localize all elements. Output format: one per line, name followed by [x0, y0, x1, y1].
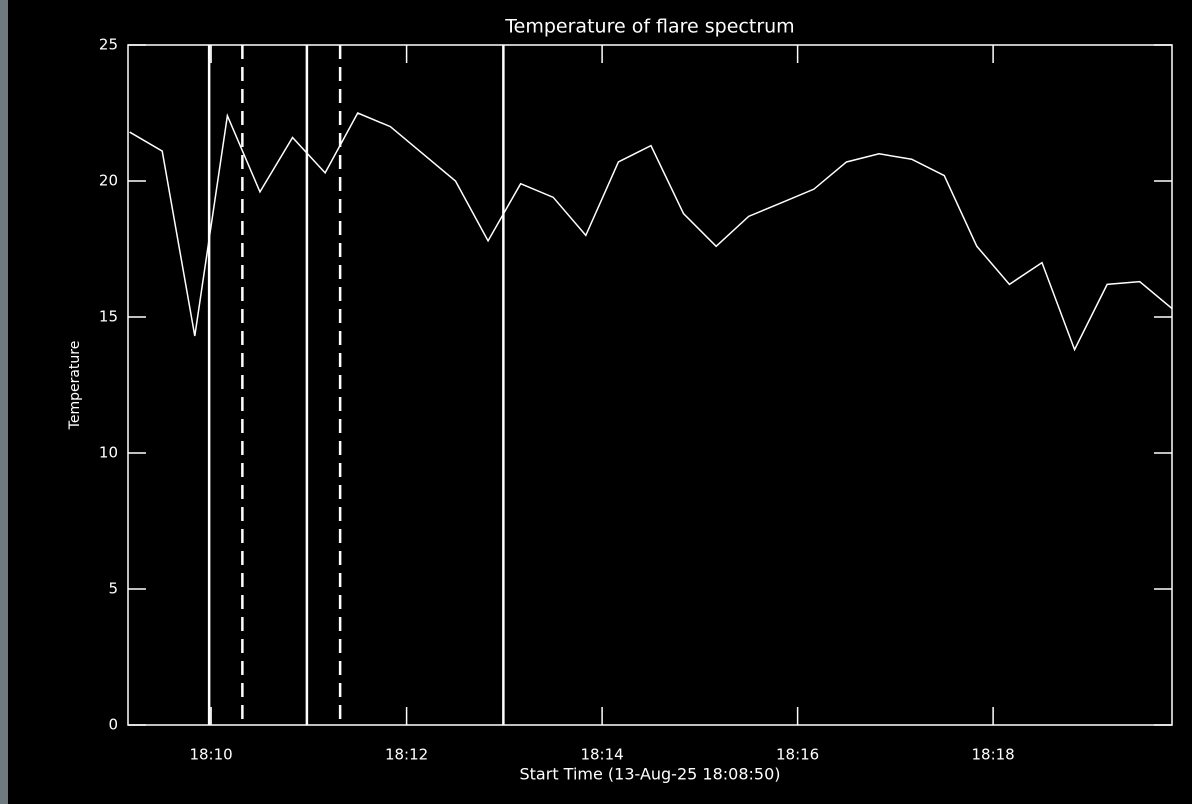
chart-title: Temperature of flare spectrum	[504, 16, 794, 38]
y-axis-label: Temperature	[67, 341, 83, 431]
plot-frame	[127, 44, 1173, 726]
x-tick-label: 18:12	[385, 746, 428, 764]
y-tick-label: 25	[99, 36, 118, 54]
y-tick-label: 10	[99, 444, 118, 462]
y-tick-label: 20	[99, 172, 118, 190]
x-tick-label: 18:16	[776, 746, 819, 764]
y-tick-label: 5	[108, 580, 118, 598]
x-tick-label: 18:18	[971, 746, 1014, 764]
x-axis-label: Start Time (13-Aug-25 18:08:50)	[520, 765, 781, 784]
data-line	[129, 112, 1173, 352]
x-tick-label: 18:10	[189, 746, 232, 764]
y-tick-label: 15	[99, 308, 118, 326]
x-tick-label: 18:14	[580, 746, 623, 764]
backdrop-edge	[0, 0, 8, 804]
y-tick-label: 0	[108, 716, 118, 734]
